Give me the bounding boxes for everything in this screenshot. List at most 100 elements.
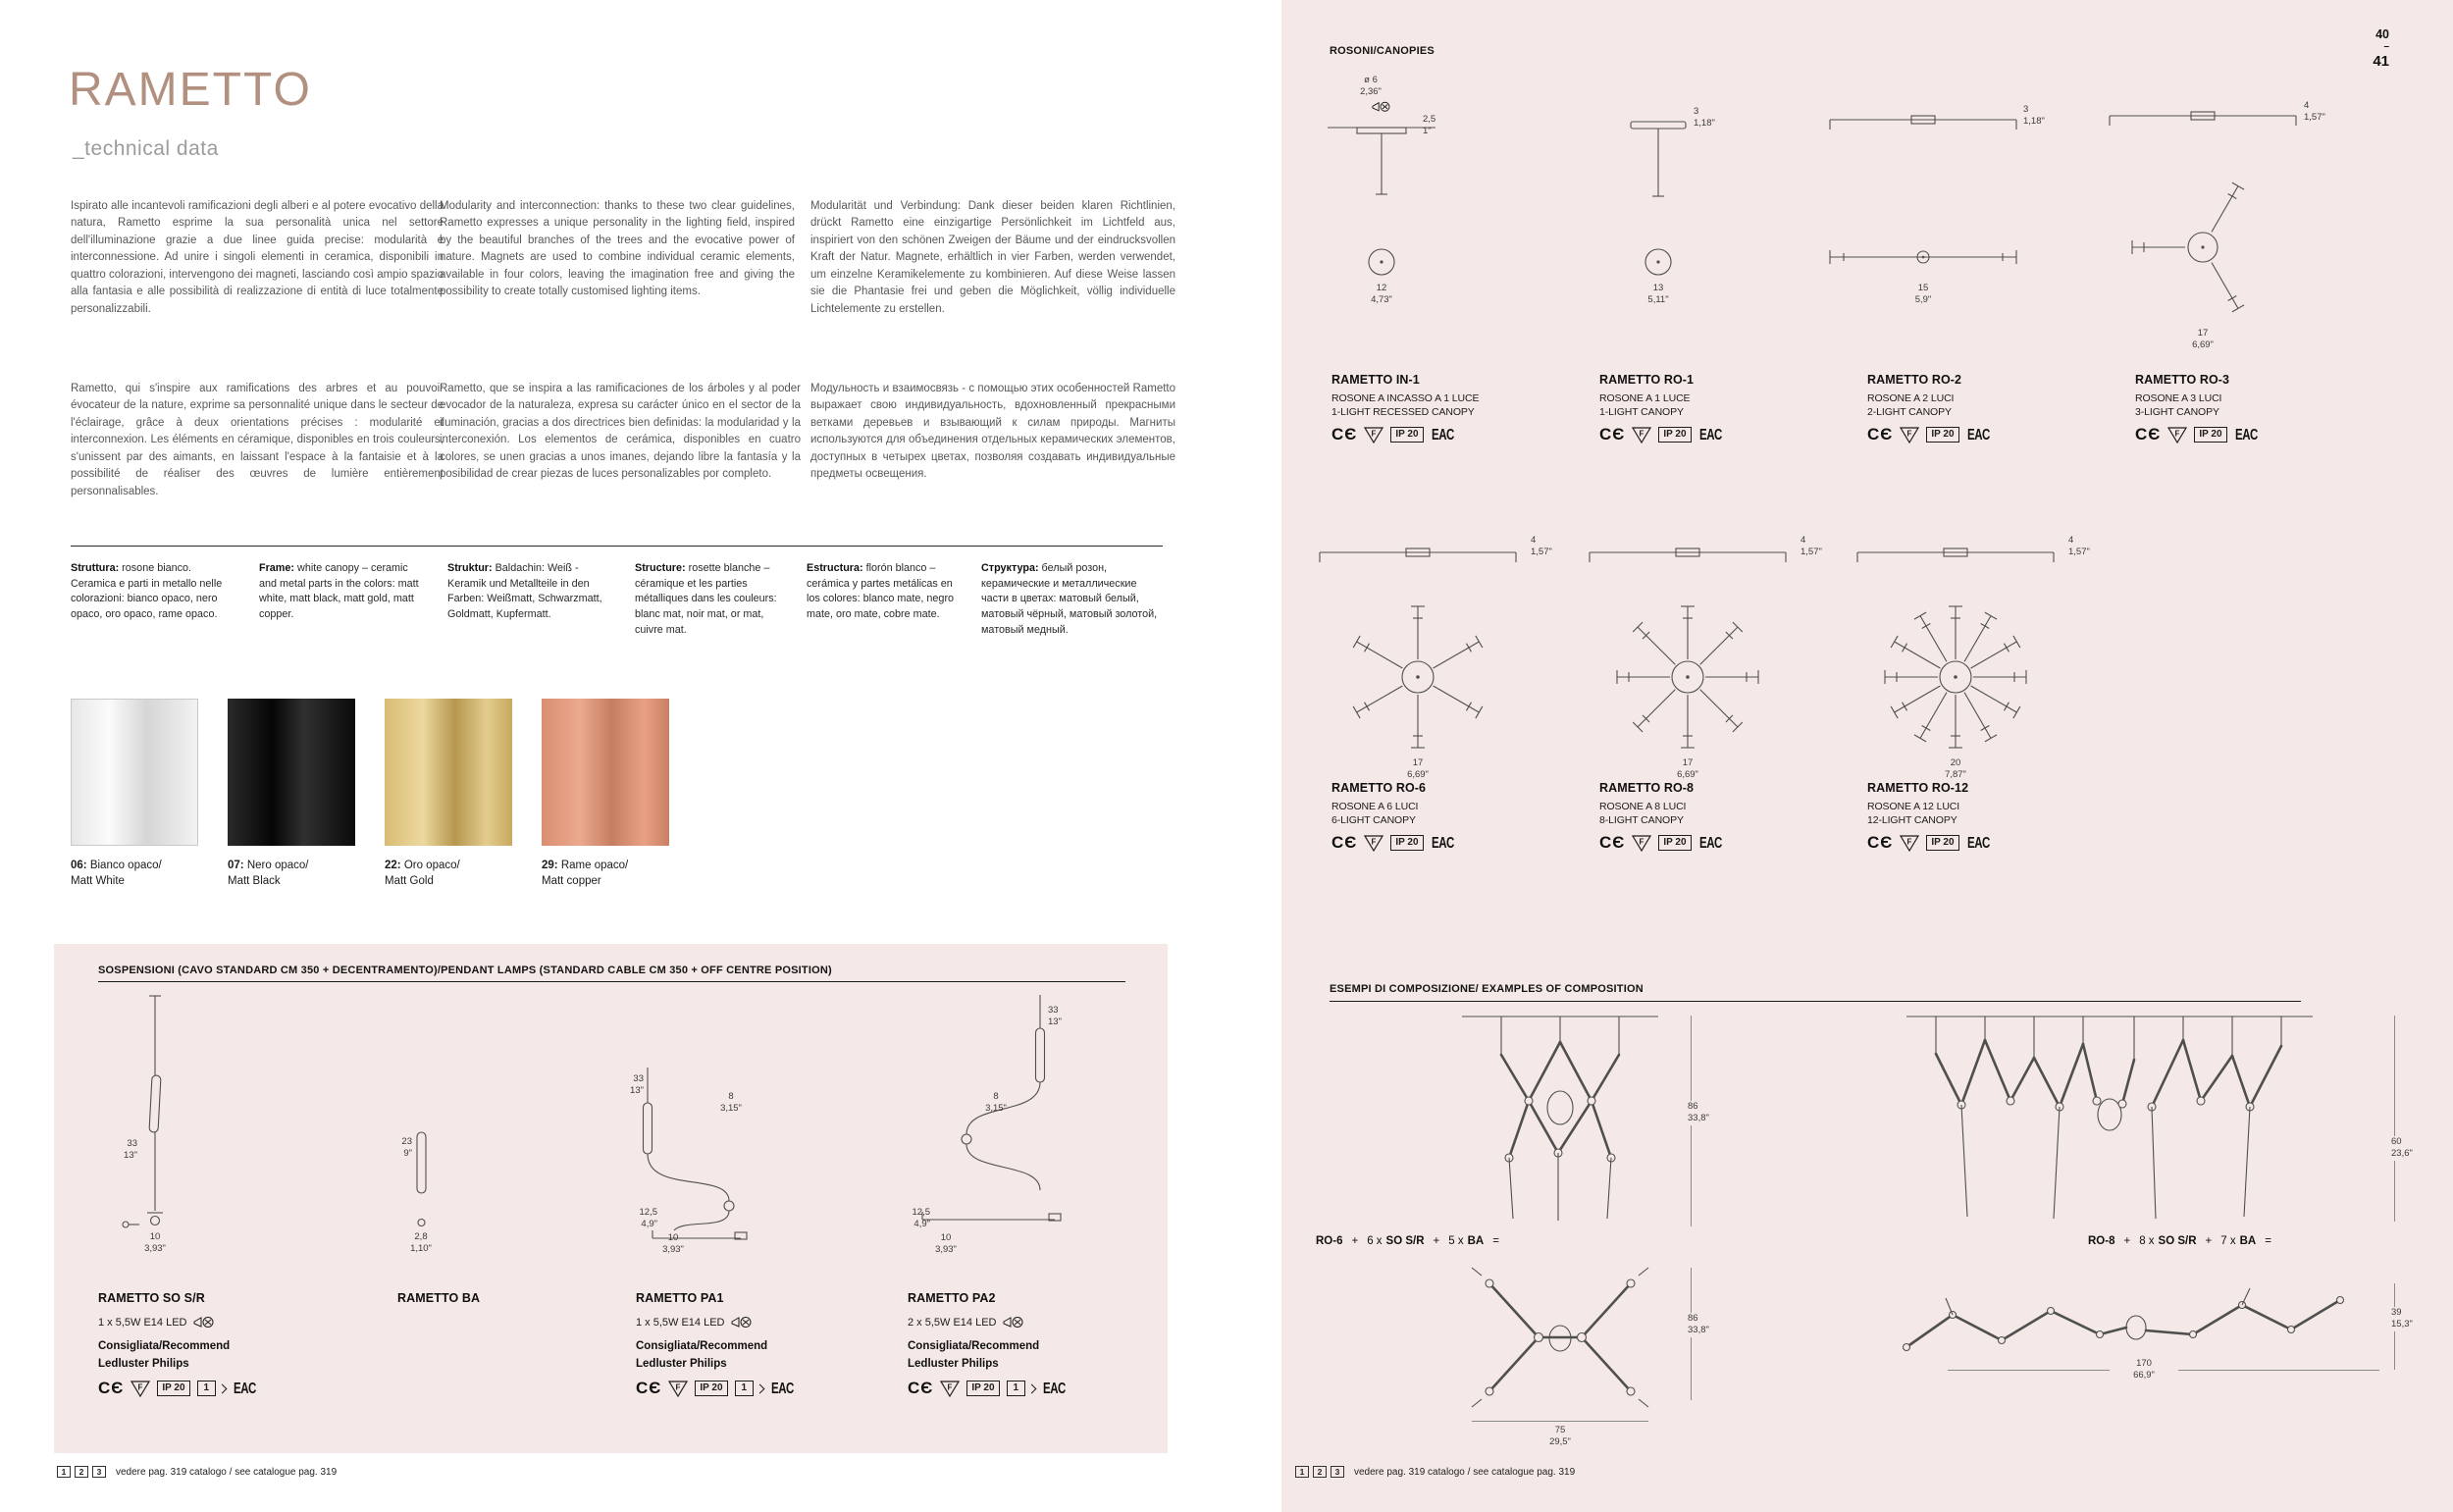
- product-name-ro-6: RAMETTO RO-6: [1331, 781, 1427, 795]
- product-name-pa2: RAMETTO PA2: [908, 1291, 996, 1305]
- structure-text-it: rosone bianco. Ceramica e parti in metal…: [71, 562, 223, 620]
- dim-cm: 33: [127, 1138, 137, 1149]
- formula-equals: =: [1492, 1235, 1499, 1247]
- lamp-icon: [731, 1317, 751, 1328]
- ip20-badge: IP 20: [1390, 835, 1424, 851]
- page-number-41: 41: [2373, 52, 2389, 70]
- dim-in: 4,73": [1371, 294, 1392, 306]
- dim-cm: 10: [149, 1231, 161, 1242]
- composition-1-result-width-dim: 75 29,5": [1531, 1425, 1590, 1449]
- dim-in: 5,9": [1914, 294, 1932, 306]
- pa2-height-dim: 33 13": [1048, 1005, 1077, 1029]
- composition-2-height-dim: 60 23,6": [2387, 1136, 2428, 1161]
- formula-pendants: 8 x SO S/R: [2139, 1235, 2196, 1247]
- eac-icon: EAC: [1431, 426, 1454, 443]
- product-desc-it-ro-12: ROSONE A 12 LUCI: [1867, 801, 1960, 812]
- eac-icon: EAC: [2234, 426, 2258, 443]
- dim-cm: 13: [1652, 283, 1664, 293]
- dim-cm: 23: [401, 1136, 412, 1147]
- structure-col-de: Struktur: Baldachin: Weiß - Keramik und …: [447, 561, 616, 623]
- ce-mark-icon: CЄ: [1331, 425, 1358, 443]
- formula-canopy: RO-8: [2088, 1235, 2115, 1247]
- formula-qty: 6 x: [1367, 1235, 1383, 1247]
- formula-equals: =: [2265, 1235, 2271, 1247]
- ip20-badge: IP 20: [2194, 427, 2227, 443]
- structure-label-fr: Structure:: [635, 562, 686, 574]
- dim-cm: 4: [2068, 535, 2074, 546]
- formula-canopy: RO-6: [1316, 1235, 1343, 1247]
- ro-8-side-dim: 4 1,57": [1801, 535, 1832, 559]
- footnote-3-badge: 3: [92, 1466, 106, 1478]
- ce-mark-icon: CЄ: [1599, 425, 1626, 443]
- ba-width-dim: 2,8 1,10": [396, 1231, 445, 1256]
- cert-row-ro-1: CЄ F IP 20 EAC: [1599, 424, 1722, 445]
- so-sr-height-dim: 33 13": [106, 1138, 137, 1163]
- cert-row-ro-8: CЄ F IP 20 EAC: [1599, 832, 1722, 854]
- ip20-badge: IP 20: [1926, 835, 1959, 851]
- page-subtitle: _technical data: [73, 137, 219, 160]
- swatch-code: 29:: [542, 860, 558, 871]
- intro-paragraph-ru: Модульность и взаимосвязь - с помощью эт…: [810, 383, 1175, 481]
- dim-cm: 4: [1531, 535, 1537, 546]
- ce-mark-icon: CЄ: [1867, 833, 1894, 852]
- dim-cm: 12: [1376, 283, 1387, 293]
- composition-2-formula: RO-8 + 8 x SO S/R + 7 x BA =: [2088, 1235, 2271, 1247]
- eac-icon: EAC: [1698, 834, 1722, 852]
- cert-row-ro-12: CЄ F IP 20 EAC: [1867, 832, 1990, 854]
- composition-1-height-dim: 86 33,8": [1684, 1101, 1723, 1125]
- dim-cm: 8: [728, 1091, 734, 1102]
- f-letter: F: [1640, 429, 1644, 438]
- product-desc-it-ro-8: ROSONE A 8 LUCI: [1599, 801, 1687, 812]
- swatch-name-it: Bianco opaco/: [86, 860, 162, 871]
- dim-cm: 10: [667, 1232, 679, 1243]
- ro-2-side-dim: 3 1,18": [2023, 104, 2055, 129]
- product-desc-en-ro-8: 8-LIGHT CANOPY: [1599, 814, 1684, 826]
- f-triangle-icon: F: [1364, 834, 1384, 852]
- dim-cm: 10: [940, 1232, 952, 1243]
- product-recommend-so-sr: Consigliata/Recommend Ledluster Philips: [98, 1338, 230, 1374]
- dim-cm: 12,5: [912, 1207, 931, 1218]
- dim-in: 33,8": [1688, 1113, 1709, 1124]
- f-letter: F: [1372, 837, 1377, 846]
- footnote-text: vedere pag. 319 catalogo / see catalogue…: [116, 1466, 338, 1478]
- ro-6-side-dim: 4 1,57": [1531, 535, 1562, 559]
- in-1-top-dim: ø 6 2,36": [1346, 75, 1395, 99]
- dim-in: 3,15": [985, 1103, 1007, 1115]
- eac-icon: EAC: [1966, 426, 1990, 443]
- compositions-section-header: ESEMPI DI COMPOSIZIONE/ EXAMPLES OF COMP…: [1330, 983, 1644, 995]
- product-name-ro-3: RAMETTO RO-3: [2135, 373, 2230, 387]
- dim-in: 13": [630, 1085, 644, 1097]
- swatch-code: 07:: [228, 860, 244, 871]
- ro-6-bottom-dim: 17 6,69": [1393, 757, 1442, 782]
- pendant-lamps-panel: [54, 944, 1168, 1453]
- dim-in: 1,57": [2068, 547, 2090, 558]
- structure-label-es: Estructura:: [807, 562, 863, 574]
- in-1-side-dim: 2,5 1": [1423, 114, 1452, 138]
- cert-row-ro-6: CЄ F IP 20 EAC: [1331, 832, 1454, 854]
- dim-cm: 86: [1688, 1101, 1698, 1112]
- ro-12-starview: [1884, 605, 2027, 749]
- eac-icon: EAC: [1431, 834, 1454, 852]
- dim-in: 9": [403, 1148, 412, 1160]
- ro-12-side-dim: 4 1,57": [2068, 535, 2100, 559]
- pa1-width-dim: 10 3,93": [653, 1232, 693, 1257]
- formula-pendants: 6 x SO S/R: [1367, 1235, 1424, 1247]
- dim-in: 13": [124, 1150, 137, 1162]
- formula-branches: 7 x BA: [2220, 1235, 2256, 1247]
- ro-12-bottom-dim: 20 7,87": [1931, 757, 1980, 782]
- eac-icon: EAC: [1966, 834, 1990, 852]
- product-desc-it-ro-3: ROSONE A 3 LUCI: [2135, 392, 2222, 404]
- rosoni-section-header: ROSONI/CANOPIES: [1330, 45, 1435, 57]
- dim-cm: ø 6: [1364, 75, 1378, 85]
- formula-plus: +: [1433, 1235, 1440, 1247]
- intro-paragraph-de: Modularität und Verbindung: Dank dieser …: [810, 200, 1175, 315]
- structure-label-de: Struktur:: [447, 562, 493, 574]
- product-desc-it-ro-6: ROSONE A 6 LUCI: [1331, 801, 1419, 812]
- structure-text-fr: rosette blanche – céramique et les parti…: [635, 562, 777, 636]
- lamp-icon: [193, 1317, 213, 1328]
- footnote-1-badge: 1: [1295, 1466, 1309, 1478]
- recommend-line1: Consigliata/Recommend: [908, 1340, 1040, 1352]
- product-desc-it-ro-2: ROSONE A 2 LUCI: [1867, 392, 1955, 404]
- f-letter: F: [1907, 837, 1912, 846]
- structure-col-es: Estructura: florón blanco – cerámica y p…: [807, 561, 966, 623]
